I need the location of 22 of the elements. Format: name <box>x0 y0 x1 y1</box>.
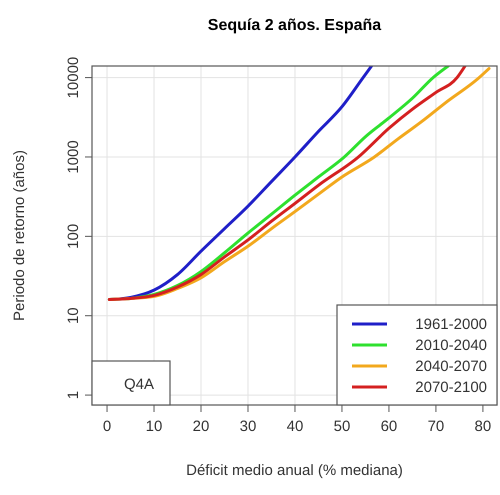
x-tick-label: 10 <box>146 418 162 435</box>
y-axis-title: Periodo de retorno (años) <box>11 150 28 321</box>
annotation: Q4A <box>124 376 154 393</box>
x-tick-label: 70 <box>428 418 444 435</box>
x-tick-label: 60 <box>380 418 398 435</box>
y-tick-label: 100 <box>65 224 82 249</box>
x-tick-label: 0 <box>102 418 112 435</box>
x-axis-title: Déficit medio anual (% mediana) <box>186 462 403 479</box>
y-tick-label: 1 <box>65 390 82 400</box>
legend-label: 2010-2040 <box>415 337 487 354</box>
x-tick-label: 80 <box>474 418 492 435</box>
y-tick-label: 10 <box>65 307 82 324</box>
y-tick-label: 1000 <box>65 140 82 174</box>
legend-label: 2040-2070 <box>415 358 487 375</box>
legend-label: 2070-2100 <box>415 379 487 396</box>
x-tick-label: 50 <box>334 418 350 435</box>
x-tick-label: 20 <box>192 418 210 435</box>
legend-label: 1961-2000 <box>415 316 487 333</box>
y-tick-label: 10000 <box>65 56 82 98</box>
chart-title: Sequía 2 años. España <box>208 17 382 34</box>
x-tick-label: 40 <box>286 418 304 435</box>
x-tick-label: 30 <box>240 418 256 435</box>
